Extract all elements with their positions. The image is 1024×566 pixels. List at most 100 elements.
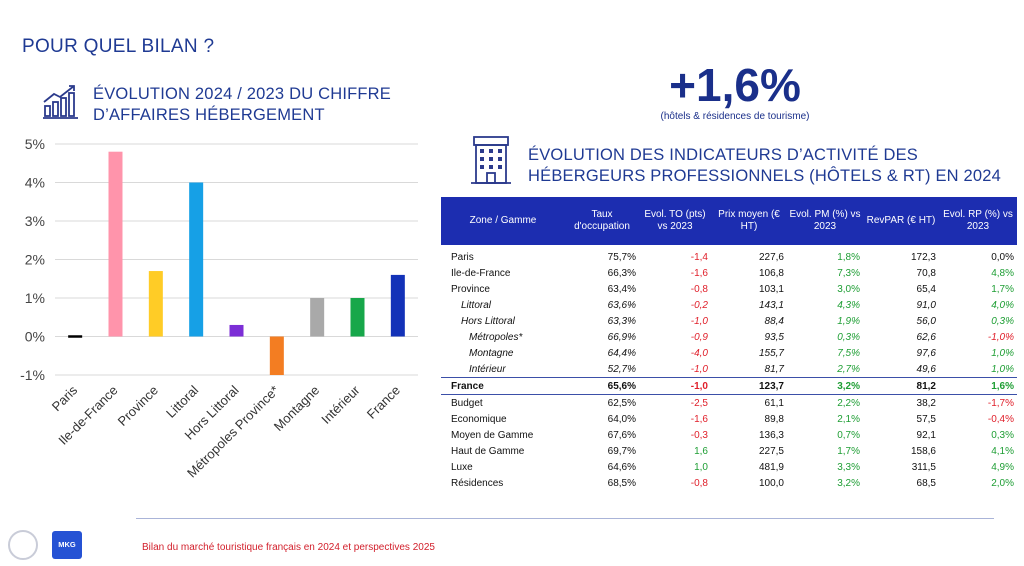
kpi-value: +1,6% xyxy=(669,59,801,111)
table-cell-zone: Haut de Gamme xyxy=(451,445,525,457)
table-row: France 65,6% -1,0 123,7 3,2% 81,2 1,6% xyxy=(441,377,1017,395)
table-cell-value: 155,7 xyxy=(758,347,784,359)
table-title-line1: ÉVOLUTION DES INDICATEURS D’ACTIVITÉ DES xyxy=(528,146,918,164)
table-row: Métropoles* 66,9% -0,9 93,5 0,3% 62,6 -1,0% xyxy=(441,329,1017,345)
table-cell-value: 65,6% xyxy=(565,377,639,395)
table-row: Montagne 64,4% -4,0 155,7 7,5% 97,6 1,0% xyxy=(441,345,1017,361)
table-title: ÉVOLUTION DES INDICATEURS D’ACTIVITÉ DES… xyxy=(528,145,1008,187)
table-cell-value: 0,0% xyxy=(991,251,1014,263)
table-cell-value: 62,5% xyxy=(607,397,636,409)
bar xyxy=(229,324,244,337)
table-cell-value: 1,7% xyxy=(837,445,860,457)
table-cell-value: 64,4% xyxy=(607,347,636,359)
table-cell-zone: Luxe xyxy=(451,461,473,473)
x-tick-label: Littoral xyxy=(163,382,201,420)
bar xyxy=(108,151,123,337)
table-cell-zone: Intérieur xyxy=(469,363,506,375)
table-cell-value: 1,0% xyxy=(991,347,1014,359)
indicators-table-container: Zone / Gamme Taux d'occupation Evol. TO … xyxy=(441,197,1017,491)
table-cell-value: 0,3% xyxy=(991,315,1014,327)
table-cell-value: 88,4 xyxy=(764,315,784,327)
table-cell-value: 91,0 xyxy=(916,299,936,311)
footer-divider xyxy=(136,518,994,519)
table-cell-value: 0,7% xyxy=(837,429,860,441)
bar xyxy=(350,298,365,337)
table-cell-value: 67,6% xyxy=(607,429,636,441)
table-cell-value: 0,3% xyxy=(837,331,860,343)
table-cell-value: 172,3 xyxy=(910,251,936,263)
table-header-cell: Prix moyen (€ HT) xyxy=(711,197,787,245)
table-cell-value: 56,0 xyxy=(916,315,936,327)
table-cell-value: 65,4 xyxy=(916,283,936,295)
table-cell-value: 92,1 xyxy=(916,429,936,441)
bar xyxy=(390,274,405,337)
table-cell-value: 49,6 xyxy=(916,363,936,375)
chart-title: ÉVOLUTION 2024 / 2023 DU CHIFFRE D’AFFAI… xyxy=(93,84,433,126)
table-cell-value: 227,5 xyxy=(758,445,784,457)
table-cell-zone: Métropoles* xyxy=(469,331,523,343)
y-tick-label: 0% xyxy=(25,329,45,345)
table-row: Littoral 63,6% -0,2 143,1 4,3% 91,0 4,0% xyxy=(441,297,1017,313)
chart-title-line2: D’AFFAIRES HÉBERGEMENT xyxy=(93,106,325,124)
table-header-cell: Zone / Gamme xyxy=(441,197,565,245)
table-cell-value: 4,0% xyxy=(991,299,1014,311)
table-header-row: Zone / Gamme Taux d'occupation Evol. TO … xyxy=(441,197,1017,245)
table-header-cell: RevPAR (€ HT) xyxy=(863,197,939,245)
table-cell-value: -1,6 xyxy=(690,267,708,279)
y-tick-label: 2% xyxy=(25,252,45,268)
table-header-cell: Evol. TO (pts) vs 2023 xyxy=(639,197,711,245)
table-cell-zone: Ile-de-France xyxy=(451,267,511,279)
table-cell-value: -0,9 xyxy=(690,331,708,343)
table-cell-value: 38,2 xyxy=(916,397,936,409)
table-cell-value: 100,0 xyxy=(758,477,784,489)
table-cell-value: 93,5 xyxy=(764,331,784,343)
table-cell-value: -0,8 xyxy=(690,283,708,295)
table-cell-value: 70,8 xyxy=(916,267,936,279)
table-cell-value: 1,0% xyxy=(991,363,1014,375)
table-body: Paris 75,7% -1,4 227,6 1,8% 172,3 0,0% Ile-de-F… xyxy=(441,245,1017,491)
table-cell-value: -0,2 xyxy=(690,299,708,311)
kpi-caption: (hôtels & résidences de tourisme) xyxy=(660,111,810,122)
table-cell-value: 1,0 xyxy=(694,461,708,473)
bar xyxy=(189,182,204,337)
table-cell-zone: Economique xyxy=(451,413,507,425)
y-tick-label: -1% xyxy=(20,367,45,383)
table-cell-value: -1,0 xyxy=(690,315,708,327)
table-cell-value: 62,6 xyxy=(916,331,936,343)
table-header-cell: Taux d'occupation xyxy=(565,197,639,245)
table-cell-value: 57,5 xyxy=(916,413,936,425)
table-cell-value: -1,0 xyxy=(639,377,711,395)
table-cell-zone: Montagne xyxy=(469,347,514,359)
mkg-logo: MKG xyxy=(52,531,82,559)
table-cell-value: 63,4% xyxy=(607,283,636,295)
table-cell-zone: Paris xyxy=(451,251,474,263)
y-tick-label: 3% xyxy=(25,213,45,229)
page-title: POUR QUEL BILAN ? xyxy=(22,36,215,57)
table-cell-value: 63,3% xyxy=(607,315,636,327)
table-cell-value: 158,6 xyxy=(910,445,936,457)
table-cell-value: 227,6 xyxy=(758,251,784,263)
table-cell-value: 7,3% xyxy=(837,267,860,279)
hotel-building-icon xyxy=(471,136,511,184)
table-cell-value: 64,6% xyxy=(607,461,636,473)
table-cell-value: -4,0 xyxy=(690,347,708,359)
table-cell-value: 103,1 xyxy=(758,283,784,295)
bar xyxy=(310,298,325,337)
table-cell-value: -0,3 xyxy=(690,429,708,441)
table-cell-value: 481,9 xyxy=(758,461,784,473)
table-cell-value: 2,1% xyxy=(837,413,860,425)
table-cell-value: 3,3% xyxy=(837,461,860,473)
table-cell-value: 63,6% xyxy=(607,299,636,311)
table-row: Moyen de Gamme 67,6% -0,3 136,3 0,7% 92,1 0,3% xyxy=(441,427,1017,443)
table-row: Ile-de-France 66,3% -1,6 106,8 7,3% 70,8 4,8% xyxy=(441,265,1017,281)
bar xyxy=(68,335,83,338)
footer-text: Bilan du marché touristique français en … xyxy=(142,542,435,553)
table-cell-value: 1,7% xyxy=(991,283,1014,295)
y-tick-label: 1% xyxy=(25,290,45,306)
table-cell-zone: Hors Littoral xyxy=(461,315,515,327)
table-cell-value: 69,7% xyxy=(607,445,636,457)
x-tick-label: France xyxy=(364,383,403,422)
table-cell-value: 106,8 xyxy=(758,267,784,279)
table-cell-value: -1,4 xyxy=(690,251,708,263)
atout-france-logo xyxy=(8,530,38,560)
